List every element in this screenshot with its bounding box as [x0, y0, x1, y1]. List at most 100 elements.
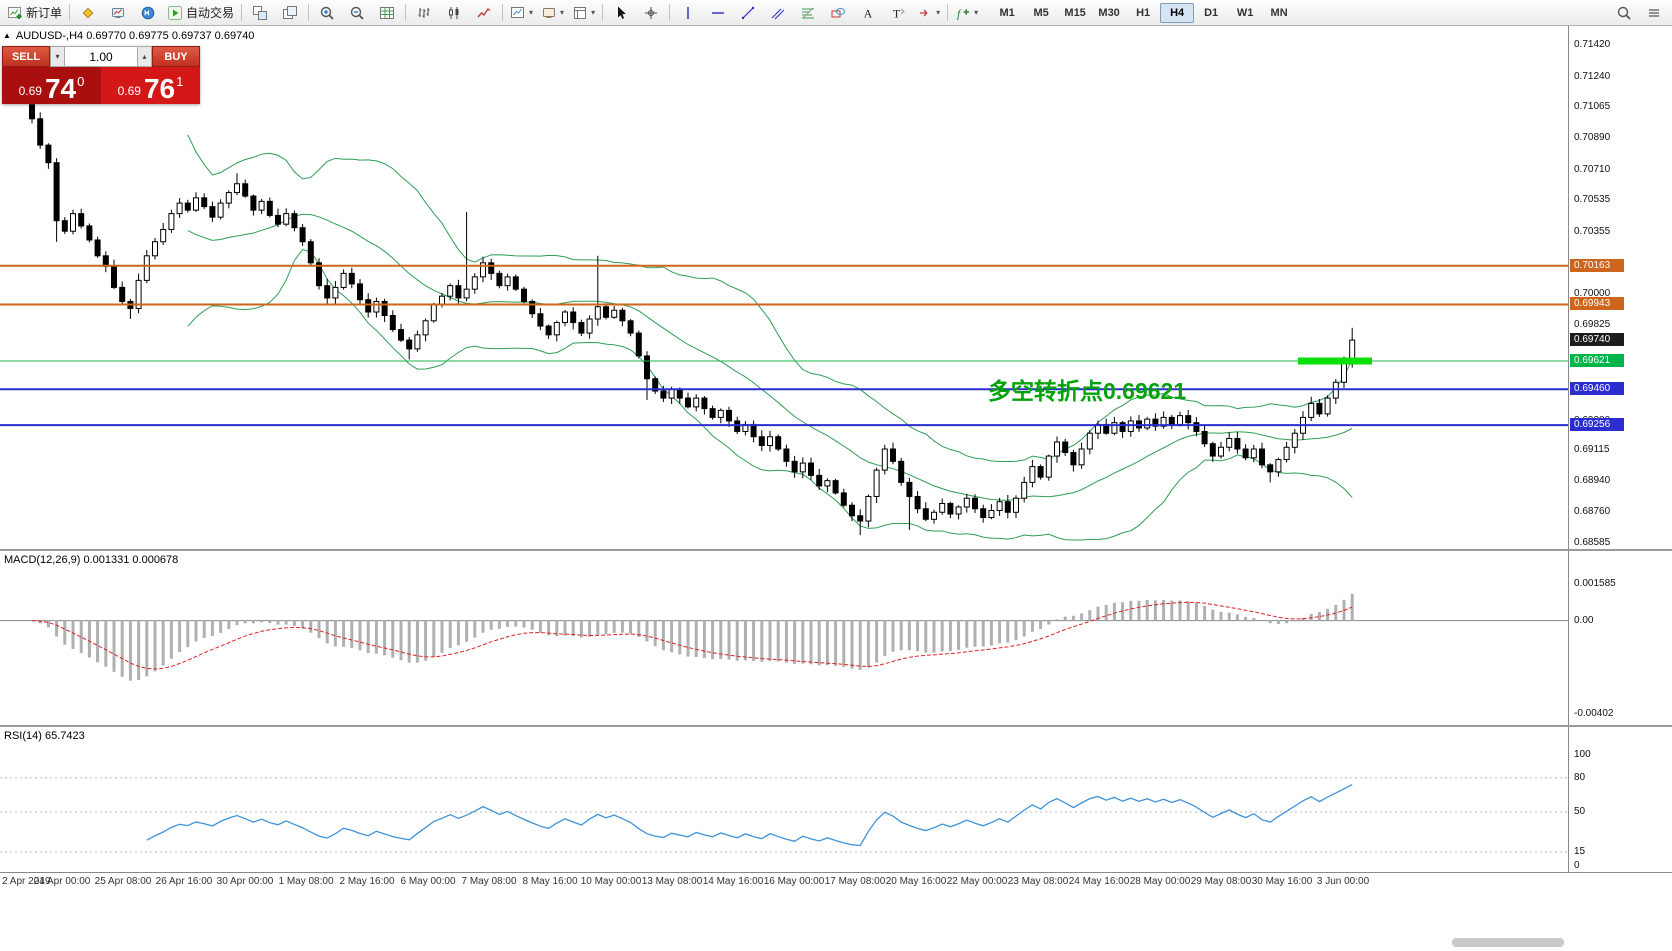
candlestick-chart-button[interactable] [439, 1, 469, 25]
cursor-button[interactable] [606, 1, 636, 25]
bar-chart-button[interactable] [409, 1, 439, 25]
trade-price-tiles: 0.69 74 0 0.69 76 1 [2, 67, 200, 104]
macd-panel: MACD(12,26,9) 0.001331 0.000678 0.001585… [0, 551, 1672, 725]
indicators-button[interactable]: f ▾ [951, 1, 982, 25]
charts-window-button[interactable] [103, 1, 133, 25]
arrows-button[interactable]: ▾ [913, 1, 944, 25]
time-axis-label: 2 May 16:00 [339, 876, 395, 887]
horizontal-line-button[interactable] [703, 1, 733, 25]
text-button[interactable]: A [853, 1, 883, 25]
text-label-button[interactable]: T [883, 1, 913, 25]
sell-price-tile[interactable]: 0.69 74 0 [2, 67, 101, 104]
new-chart-icon [511, 6, 525, 18]
sell-button[interactable]: SELL [2, 46, 50, 67]
volume-decrease-button[interactable]: ▾ [50, 46, 65, 67]
cascade-windows-button[interactable] [275, 1, 305, 25]
profiles-button[interactable]: ▾ [537, 1, 568, 25]
macd-axis[interactable]: 0.001585 0.00 -0.00402 [1568, 551, 1672, 725]
arrows-icon [920, 9, 928, 16]
timeframe-button-m15[interactable]: M15 [1064, 6, 1086, 19]
new-order-button[interactable]: 新订单 [3, 1, 66, 25]
profiles-icon [543, 7, 556, 18]
macd-chart-area[interactable]: MACD(12,26,9) 0.001331 0.000678 [0, 551, 1568, 725]
channel-button[interactable] [763, 1, 793, 25]
timeframe-button-m5[interactable]: M5 [1033, 6, 1049, 19]
price-axis[interactable]: 0.71420 0.71240 0.71065 0.70890 0.70710 0.705… [1568, 26, 1672, 549]
price-axis-label: 0.70000 [1574, 288, 1611, 300]
vertical-line-button[interactable] [673, 1, 703, 25]
tile-windows-icon [253, 5, 268, 20]
buy-price-tile[interactable]: 0.69 76 1 [101, 67, 200, 104]
zoom-in-button[interactable] [312, 1, 342, 25]
panel-separator[interactable] [0, 725, 1672, 727]
dropdown-caret-icon: ▾ [560, 8, 565, 17]
buy-price-pip: 1 [176, 74, 184, 89]
price-axis-label: 0.71240 [1574, 70, 1611, 82]
timeframe-button-h4[interactable]: H4 [1160, 2, 1195, 23]
rsi-axis[interactable]: 100 80 50 15 0 [1568, 727, 1672, 872]
price-chart-area[interactable]: ▲ AUDUSD-,H4 0.69770 0.69775 0.69737 0.6… [0, 26, 1568, 549]
line-chart-button[interactable] [469, 1, 499, 25]
volume-increase-button[interactable]: ▴ [137, 46, 152, 67]
collapse-marker-icon[interactable]: ▲ [3, 31, 11, 40]
rsi-axis-label: 15 [1574, 845, 1586, 857]
toolbar-separator [241, 4, 243, 21]
bottom-strip [0, 890, 1672, 951]
price-level-badge: 0.69256 [1570, 418, 1624, 432]
toolbar-options-button[interactable] [1639, 1, 1669, 25]
bar-chart-icon [418, 7, 430, 18]
menu-icon [1649, 8, 1659, 17]
time-axis-label: 25 Apr 08:00 [94, 876, 152, 887]
timeframe-button-h1[interactable]: H1 [1136, 6, 1151, 19]
community-button[interactable] [133, 1, 163, 25]
timeframe-button-mn[interactable]: MN [1270, 6, 1288, 19]
zoom-out-button[interactable] [342, 1, 372, 25]
horizontal-scrollbar[interactable] [1452, 938, 1564, 947]
templates-button[interactable]: ▾ [568, 1, 599, 25]
candle-chart-icon [449, 6, 459, 19]
rsi-label: RSI(14) 65.7423 [4, 730, 85, 742]
market-icon [82, 7, 94, 18]
price-panel: ▲ AUDUSD-,H4 0.69770 0.69775 0.69737 0.6… [0, 26, 1672, 549]
timeframe-button-m30[interactable]: M30 [1098, 6, 1120, 19]
sell-price-prefix: 0.69 [18, 84, 42, 98]
toolbar-separator [602, 4, 604, 21]
toolbar-separator [405, 4, 407, 21]
time-axis-label: 7 May 08:00 [461, 876, 517, 887]
crosshair-icon [645, 6, 658, 19]
toolbar-button-groups: 新订单 自动交易 ▾ ▾ ▾ A T ▾ f ▾ [3, 1, 982, 25]
cascade-icon [283, 5, 298, 19]
svg-text:A: A [864, 6, 873, 20]
price-axis-label: 0.71065 [1574, 101, 1611, 113]
new-chart-button[interactable]: ▾ [506, 1, 537, 25]
time-axis-label: 17 May 08:00 [824, 876, 886, 887]
time-axis[interactable]: 2 Apr 2019 24 Apr 00:00 25 Apr 08:00 26 Apr… [0, 872, 1672, 890]
panel-separator[interactable] [0, 549, 1672, 551]
macd-chart-canvas [0, 593, 1568, 681]
rsi-chart-area[interactable]: RSI(14) 65.7423 [0, 727, 1568, 872]
trade-buttons-row: SELL ▾ ▴ BUY [2, 46, 200, 67]
shapes-button[interactable] [823, 1, 853, 25]
toolbar-separator [669, 4, 671, 21]
rsi-axis-label: 0 [1574, 860, 1580, 871]
volume-input[interactable] [65, 46, 137, 67]
timeframe-button-m1[interactable]: M1 [999, 6, 1015, 19]
data-window-button[interactable] [372, 1, 402, 25]
buy-button[interactable]: BUY [152, 46, 200, 67]
tile-windows-button[interactable] [245, 1, 275, 25]
time-axis-label: 24 Apr 00:00 [33, 876, 91, 887]
price-level-badge: 0.69943 [1570, 297, 1624, 311]
trendline-button[interactable] [733, 1, 763, 25]
timeframe-button-d1[interactable]: D1 [1204, 6, 1219, 19]
crosshair-button[interactable] [636, 1, 666, 25]
time-axis-label: 6 May 00:00 [400, 876, 456, 887]
autotrade-button[interactable]: 自动交易 [163, 1, 238, 25]
time-axis-label: 8 May 16:00 [522, 876, 578, 887]
toolbar-right-icons [1609, 1, 1669, 25]
market-watch-button[interactable] [73, 1, 103, 25]
time-axis-label: 23 May 08:00 [1007, 876, 1069, 887]
search-button[interactable] [1609, 1, 1639, 25]
fibonacci-button[interactable] [793, 1, 823, 25]
price-axis-label: 0.68940 [1574, 474, 1611, 486]
timeframe-button-w1[interactable]: W1 [1236, 6, 1254, 19]
